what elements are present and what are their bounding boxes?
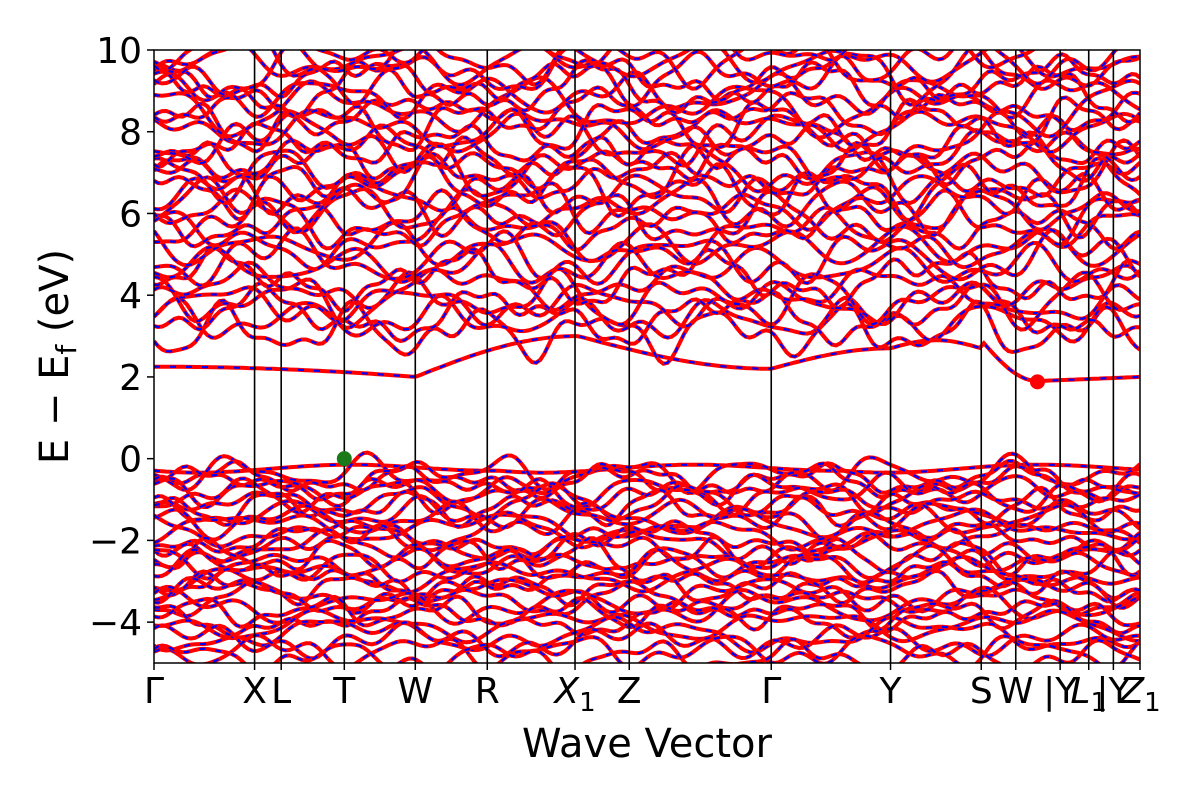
band-line-7 <box>154 260 1140 312</box>
band-line-dashed-33 <box>154 50 1140 86</box>
band-line-dashed-16 <box>154 176 1140 239</box>
band-line-35 <box>154 50 1037 73</box>
plot-frame <box>153 49 1141 664</box>
y-axis-label: E − Ef (eV) <box>32 249 83 464</box>
band-line-dashed-29 <box>154 70 1140 120</box>
y-tick-label: −4 <box>89 603 142 644</box>
y-tick-label: 8 <box>119 113 142 154</box>
band-line-dashed-22 <box>154 124 1140 190</box>
y-tick-label: 6 <box>119 194 142 235</box>
band-line-dashed-53 <box>154 555 1140 594</box>
band-line-dashed-12 <box>154 206 1140 271</box>
band-line-dashed-39 <box>154 471 1140 509</box>
band-line-dashed-19 <box>154 151 1140 202</box>
band-line-dashed-54 <box>154 561 1140 603</box>
band-line-dashed-51 <box>154 543 1140 580</box>
x-tick-label: Γ <box>761 671 781 712</box>
x-tick-label: W <box>998 671 1034 712</box>
y-axis-ticks: −4 −2 0 2 4 6 8 10 <box>89 31 154 644</box>
band-line-dashed-5 <box>154 280 1140 328</box>
y-tick-label: 10 <box>96 31 142 72</box>
x-tick-label: |Y <box>1043 671 1078 712</box>
band-line-dashed-27 <box>154 86 1140 136</box>
band-line-6 <box>154 266 1140 332</box>
band-line-59 <box>154 594 1140 633</box>
band-line-dashed-2 <box>154 299 1140 365</box>
band-line-dashed-52 <box>154 548 1140 584</box>
x-tick-label: L <box>271 671 291 712</box>
band-line-dashed-9 <box>154 241 1140 284</box>
band-line-dashed-55 <box>154 570 1140 607</box>
band-line-dashed-58 <box>154 585 1140 625</box>
x-tick-label: T <box>332 671 356 712</box>
band-line-14 <box>154 188 1140 251</box>
x-tick-label: R <box>475 671 500 712</box>
band-line-dashed-43 <box>154 494 1140 531</box>
band-line-dashed-50 <box>154 536 1140 577</box>
band-line-20 <box>154 138 1140 206</box>
band-line-dashed-21 <box>154 136 1140 186</box>
cbm-marker <box>1029 374 1045 390</box>
x-tick-label: S <box>970 671 993 712</box>
band-line-25 <box>154 107 1140 155</box>
high-symmetry-lines <box>253 50 1115 663</box>
x-tick-label: W <box>397 671 433 712</box>
band-line-dashed-0 <box>154 335 1140 383</box>
band-line-dashed-64 <box>154 634 1140 663</box>
x-axis-label: Wave Vector <box>522 721 773 767</box>
y-tick-label: −2 <box>89 521 142 562</box>
band-line-dashed-17 <box>154 172 1140 216</box>
band-line-24 <box>154 110 1140 175</box>
band-line-dashed-56 <box>154 576 1140 615</box>
band-line-dashed-23 <box>154 120 1140 170</box>
band-line-dashed-3 <box>154 294 1140 343</box>
band-line-dashed-8 <box>154 246 1140 313</box>
x-tick-label: L1 <box>1070 671 1107 718</box>
band-line-dashed-63 <box>154 621 1140 660</box>
y-tick-label: 2 <box>119 358 142 399</box>
x-axis-ticks: Γ X L T W R X1 Z Γ Y S W |YL1|YZ1 <box>144 663 1161 718</box>
x-tick-label: Y <box>879 671 903 712</box>
band-line-dashed-30 <box>154 59 1140 124</box>
y-tick-label: 4 <box>119 276 142 317</box>
band-edge-markers <box>336 374 1045 467</box>
band-line-dashed-1 <box>154 463 1140 474</box>
vbm-marker <box>336 451 352 467</box>
x-tick-label: |Y <box>1096 671 1131 712</box>
x-tick-label: X <box>242 671 267 712</box>
band-line-61 <box>154 607 1140 645</box>
band-lines <box>154 50 1140 663</box>
y-tick-label: 0 <box>119 440 142 481</box>
band-line-dashed-37 <box>154 459 1140 496</box>
band-line-dashed-13 <box>154 205 1140 252</box>
band-line-dashed-62 <box>154 615 1140 654</box>
x-tick-label: Γ <box>144 671 164 712</box>
band-line-dashed-65 <box>154 638 1140 663</box>
x-tick-label: Z1 <box>1118 671 1160 718</box>
band-line-34 <box>154 50 1119 91</box>
band-line-dashed-44 <box>154 500 1140 542</box>
x-tick-label: Z <box>617 671 642 712</box>
x-tick-label: X1 <box>552 671 595 718</box>
